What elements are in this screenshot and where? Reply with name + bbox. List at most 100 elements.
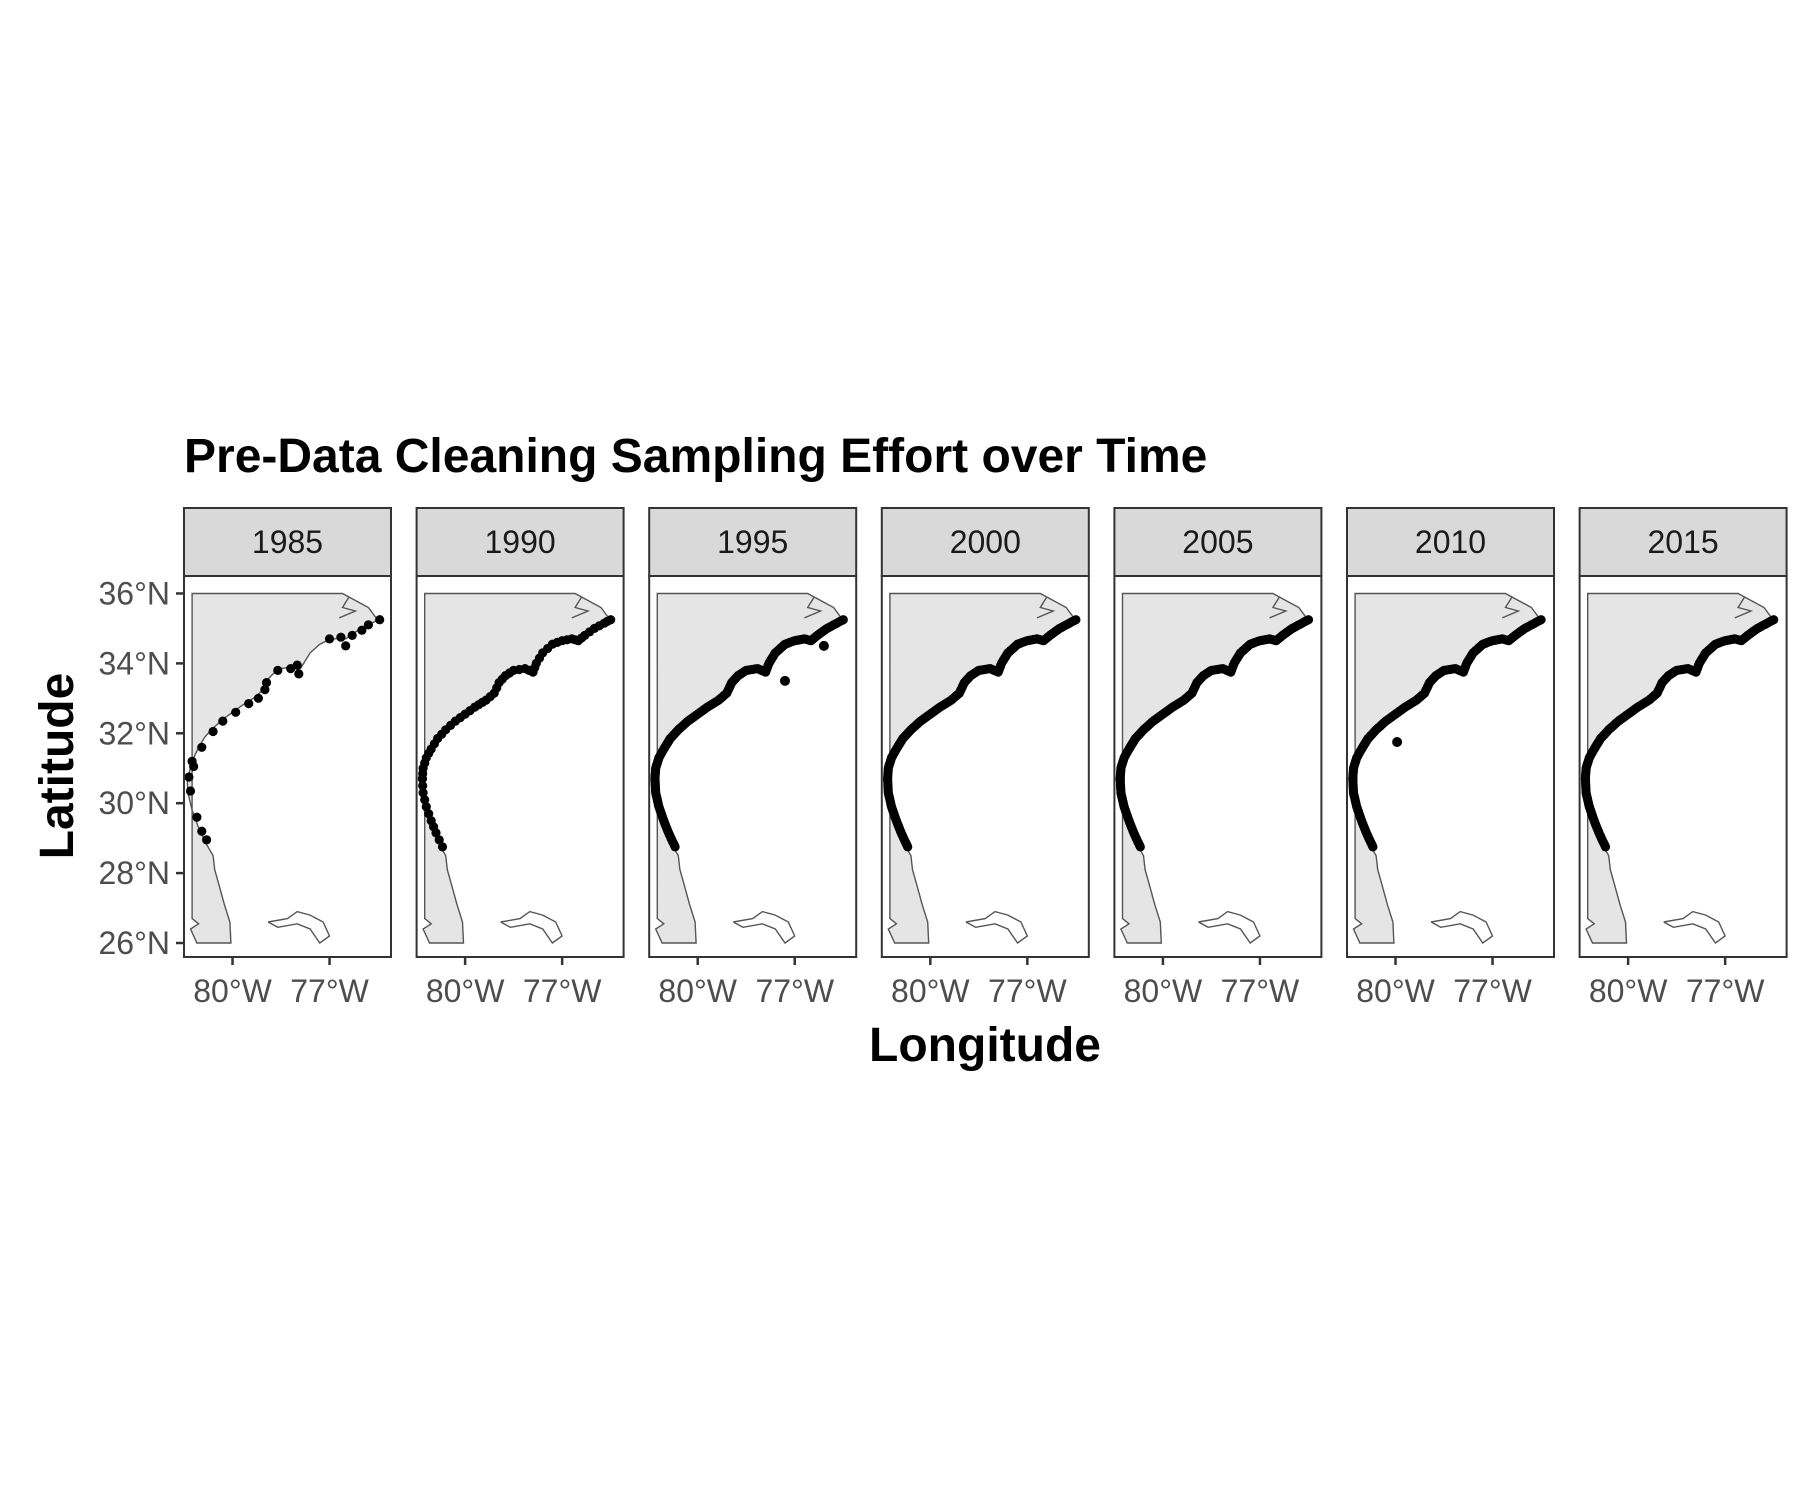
sampling-point — [1536, 615, 1546, 625]
sampling-point — [185, 786, 196, 796]
sampling-point — [357, 625, 367, 635]
island-outline — [1198, 910, 1261, 944]
x-tick-label: 80°W — [1124, 973, 1203, 1009]
sampling-points — [650, 615, 848, 852]
x-tick-label: 80°W — [426, 973, 505, 1009]
sampling-point — [260, 685, 270, 695]
x-tick-label: 77°W — [755, 973, 834, 1009]
sampling-point — [838, 615, 848, 625]
x-tick-label: 80°W — [891, 973, 970, 1009]
facet-strip-label: 1990 — [485, 524, 556, 560]
island-outline — [732, 910, 796, 944]
sampling-point — [434, 835, 444, 845]
facet-strip — [1113, 507, 1323, 577]
sampling-point — [341, 641, 351, 651]
sampling-point — [208, 726, 218, 737]
facet-panel-1990: 1990 80°W 77°W — [415, 507, 625, 1009]
facet-strip-label: 2015 — [1648, 524, 1719, 560]
sound-outline — [1036, 596, 1056, 619]
sampling-point — [1071, 615, 1081, 625]
sampling-point — [1769, 615, 1779, 625]
sampling-point — [197, 742, 207, 752]
sampling-point — [670, 842, 680, 852]
sampling-point — [324, 634, 335, 644]
facet-strip-label: 2005 — [1182, 524, 1253, 560]
y-tick-label: 34°N — [99, 645, 171, 681]
facet-border — [415, 575, 625, 958]
x-tick-label: 77°W — [290, 973, 369, 1009]
sampling-point — [231, 707, 241, 717]
sound-outline — [338, 596, 358, 619]
sound-outline — [571, 596, 591, 619]
x-tick-label: 80°W — [193, 973, 272, 1009]
sampling-point-outlier — [818, 640, 829, 651]
sampling-point — [375, 615, 385, 625]
sampling-point — [1600, 842, 1611, 852]
sampling-point — [218, 716, 228, 726]
sampling-point — [273, 665, 283, 676]
sampling-point — [192, 812, 202, 822]
sampling-point — [253, 693, 263, 703]
facet-border — [648, 575, 858, 958]
sampling-point — [261, 678, 272, 688]
facet-strip-label: 2000 — [950, 524, 1021, 560]
facet-border — [1113, 575, 1323, 958]
sampling-point — [184, 772, 194, 782]
facet-strip-label: 1995 — [717, 524, 788, 560]
sampling-point — [294, 669, 304, 679]
sampling-point — [437, 842, 448, 852]
chart-title: Pre-Data Cleaning Sampling Effort over T… — [184, 430, 1207, 483]
island-outline — [1430, 910, 1494, 944]
sampling-point — [202, 835, 212, 845]
sampling-point-outlier — [780, 675, 790, 686]
y-axis-title: Latitude — [31, 673, 84, 860]
x-tick-label: 77°W — [1453, 973, 1532, 1009]
sampling-point — [1368, 842, 1378, 852]
sampling-point — [421, 802, 431, 812]
facet-panel-2000: 2000 80°W 77°W — [880, 507, 1090, 1009]
sampling-point — [606, 615, 616, 625]
facet-panel-1995: 1995 80°W 77°W — [648, 507, 858, 1009]
y-tick-label: 36°N — [99, 575, 171, 611]
sampling-point — [1303, 615, 1314, 625]
sampling-points — [1115, 615, 1314, 852]
island-outline — [500, 910, 563, 944]
sampling-points — [883, 615, 1081, 852]
x-tick-label: 77°W — [1221, 973, 1300, 1009]
sound-outline — [1501, 596, 1521, 619]
sampling-point — [903, 842, 913, 852]
facet-border — [1578, 575, 1788, 958]
facet-strip-label: 1985 — [252, 524, 323, 560]
x-tick-label: 80°W — [658, 973, 737, 1009]
sampling-point — [424, 809, 434, 819]
facet-strip — [415, 507, 625, 577]
x-tick-label: 77°W — [523, 973, 602, 1009]
sampling-point — [418, 788, 428, 798]
y-tick-label: 32°N — [99, 715, 171, 751]
y-tick-label: 28°N — [99, 855, 171, 891]
sampling-point — [1135, 842, 1145, 852]
sampling-point — [363, 620, 373, 630]
sampling-point — [420, 795, 430, 805]
facet-strip — [1346, 507, 1555, 577]
y-tick-label: 30°N — [99, 785, 171, 821]
sound-outline — [804, 596, 823, 619]
x-tick-label: 77°W — [1686, 973, 1765, 1009]
facet-border — [1346, 575, 1555, 958]
sound-outline — [1734, 596, 1754, 619]
sampling-point — [418, 781, 428, 791]
facet-strip — [1578, 507, 1788, 577]
facet-border — [880, 575, 1090, 958]
sampling-point — [347, 630, 357, 641]
sampling-points — [1580, 615, 1779, 852]
facet-panel-2010: 2010 80°W 77°W — [1346, 507, 1555, 1009]
x-axis-title: Longitude — [869, 1019, 1101, 1072]
sampling-points — [1348, 615, 1546, 852]
y-axis: 26°N 28°N 30°N 32°N 34°N 36°N — [99, 575, 184, 961]
facet-strip-label: 2010 — [1415, 524, 1486, 560]
sampling-point — [292, 660, 302, 670]
facet-panel-2015: 2015 80°W 77°W — [1578, 507, 1788, 1009]
sampling-points — [184, 615, 385, 845]
sampling-point — [187, 756, 197, 766]
